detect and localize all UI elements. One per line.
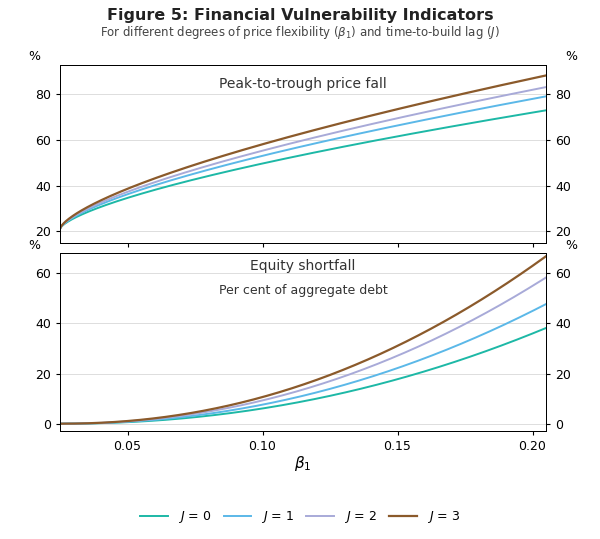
Text: Equity shortfall: Equity shortfall bbox=[250, 259, 356, 273]
Legend: $J$ = 0, $J$ = 1, $J$ = 2, $J$ = 3: $J$ = 0, $J$ = 1, $J$ = 2, $J$ = 3 bbox=[135, 504, 465, 530]
Text: Per cent of aggregate debt: Per cent of aggregate debt bbox=[218, 284, 388, 296]
Text: %: % bbox=[28, 50, 40, 63]
Text: %: % bbox=[566, 50, 578, 63]
Text: For different degrees of price flexibility ($\beta_1$) and time-to-build lag ($J: For different degrees of price flexibili… bbox=[100, 24, 500, 42]
Text: Figure 5: Financial Vulnerability Indicators: Figure 5: Financial Vulnerability Indica… bbox=[107, 8, 493, 23]
Text: %: % bbox=[28, 239, 40, 252]
Text: %: % bbox=[566, 239, 578, 252]
Text: $\beta_1$: $\beta_1$ bbox=[294, 454, 312, 473]
Text: Peak-to-trough price fall: Peak-to-trough price fall bbox=[219, 77, 387, 91]
